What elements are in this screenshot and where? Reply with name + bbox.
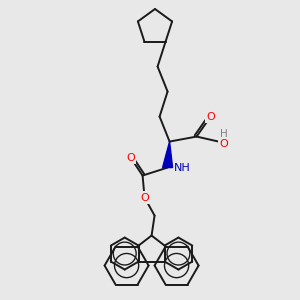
Text: O: O	[206, 112, 215, 122]
Text: NH: NH	[174, 163, 191, 172]
Text: O: O	[219, 139, 228, 148]
Text: O: O	[140, 193, 149, 202]
Polygon shape	[163, 142, 172, 168]
Text: O: O	[126, 153, 135, 163]
Text: H: H	[220, 129, 227, 139]
